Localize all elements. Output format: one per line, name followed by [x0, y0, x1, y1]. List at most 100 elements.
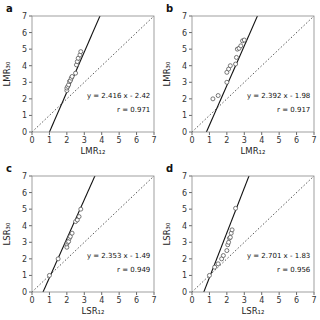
y-axis-label: LMR₃₀	[162, 61, 172, 86]
plot-frame	[192, 176, 314, 292]
y-tick	[29, 192, 32, 193]
x-tick-label: 0	[189, 296, 194, 305]
y-tick	[189, 292, 192, 293]
plot-area	[192, 176, 314, 292]
point	[230, 228, 234, 232]
x-tick-label: 6	[294, 136, 299, 145]
y-tick-label: 0	[22, 128, 27, 137]
data-layer	[32, 16, 154, 132]
x-tick-label: 1	[47, 296, 52, 305]
regression-line	[32, 176, 154, 292]
point	[242, 38, 246, 42]
y-tick-label: 7	[22, 172, 27, 181]
y-tick	[189, 209, 192, 210]
y-tick	[29, 65, 32, 66]
y-tick	[29, 258, 32, 259]
x-tick	[84, 292, 85, 295]
data-layer	[192, 176, 314, 292]
x-axis-label: LMR₁₂	[241, 146, 266, 156]
y-tick	[189, 98, 192, 99]
x-tick-label: 4	[99, 296, 104, 305]
identity-line	[192, 16, 314, 132]
point	[79, 50, 83, 54]
x-tick-label: 7	[151, 296, 156, 305]
y-tick-label: 5	[22, 205, 27, 214]
y-tick-label: 2	[182, 255, 187, 264]
x-tick	[119, 132, 120, 135]
x-axis-label: LMR₁₂	[81, 146, 106, 156]
y-tick	[29, 132, 32, 133]
x-tick	[314, 132, 315, 135]
y-tick-label: 0	[182, 288, 187, 297]
y-tick-label: 4	[182, 62, 187, 71]
y-tick	[29, 98, 32, 99]
y-tick	[189, 32, 192, 33]
y-tick	[29, 292, 32, 293]
panel: 0123456701234567y = 2.701 x - 1.83r = 0.…	[162, 9, 317, 320]
x-tick-label: 4	[99, 136, 104, 145]
y-tick-label: 3	[22, 238, 27, 247]
y-tick	[189, 192, 192, 193]
y-tick	[29, 82, 32, 83]
y-tick-label: 3	[182, 78, 187, 87]
y-tick-label: 4	[182, 222, 187, 231]
y-tick-label: 3	[182, 238, 187, 247]
y-tick-label: 5	[182, 205, 187, 214]
x-tick-label: 6	[134, 296, 139, 305]
x-tick-label: 5	[277, 296, 282, 305]
point	[70, 231, 74, 235]
x-tick	[296, 292, 297, 295]
regression-line	[32, 16, 154, 132]
x-tick-label: 0	[189, 136, 194, 145]
y-tick	[189, 225, 192, 226]
point	[66, 240, 70, 244]
point	[213, 265, 217, 269]
y-tick	[29, 49, 32, 50]
y-tick-label: 6	[22, 29, 27, 38]
plot-area	[32, 176, 154, 292]
panel-label: b	[166, 3, 173, 14]
y-tick-label: 7	[182, 12, 187, 21]
point	[56, 257, 60, 261]
x-tick-label: 2	[64, 296, 69, 305]
y-tick-label: 5	[182, 45, 187, 54]
point	[225, 80, 229, 84]
x-tick	[66, 132, 67, 135]
annotation: r = 0.917	[277, 106, 310, 114]
point	[74, 71, 78, 75]
y-axis-label: LMR₃₀	[2, 61, 12, 86]
point	[228, 64, 232, 68]
y-tick-label: 6	[22, 189, 27, 198]
annotation: y = 2.701 x - 1.83	[247, 252, 310, 260]
x-tick-label: 6	[294, 296, 299, 305]
y-tick	[29, 225, 32, 226]
x-tick	[136, 132, 137, 135]
plot-frame	[32, 16, 154, 132]
y-tick-label: 1	[22, 111, 27, 120]
y-tick	[29, 115, 32, 116]
y-tick-label: 2	[22, 255, 27, 264]
x-tick-label: 7	[311, 136, 316, 145]
x-tick-label: 3	[82, 136, 87, 145]
x-tick	[226, 132, 227, 135]
point	[207, 273, 211, 277]
y-tick-label: 2	[182, 95, 187, 104]
y-tick	[189, 65, 192, 66]
x-tick	[261, 292, 262, 295]
x-tick	[154, 132, 155, 135]
y-tick	[29, 209, 32, 210]
x-tick-label: 4	[259, 136, 264, 145]
point	[227, 236, 231, 240]
y-tick	[189, 258, 192, 259]
annotation: y = 2.392 x - 1.98	[247, 92, 310, 100]
x-tick	[296, 132, 297, 135]
x-tick	[209, 292, 210, 295]
regression-line	[192, 16, 314, 132]
point	[239, 44, 243, 48]
x-tick-label: 2	[224, 136, 229, 145]
x-tick-label: 0	[29, 296, 34, 305]
point	[221, 254, 225, 258]
point	[216, 94, 220, 98]
y-tick-label: 1	[22, 271, 27, 280]
point	[225, 249, 229, 253]
